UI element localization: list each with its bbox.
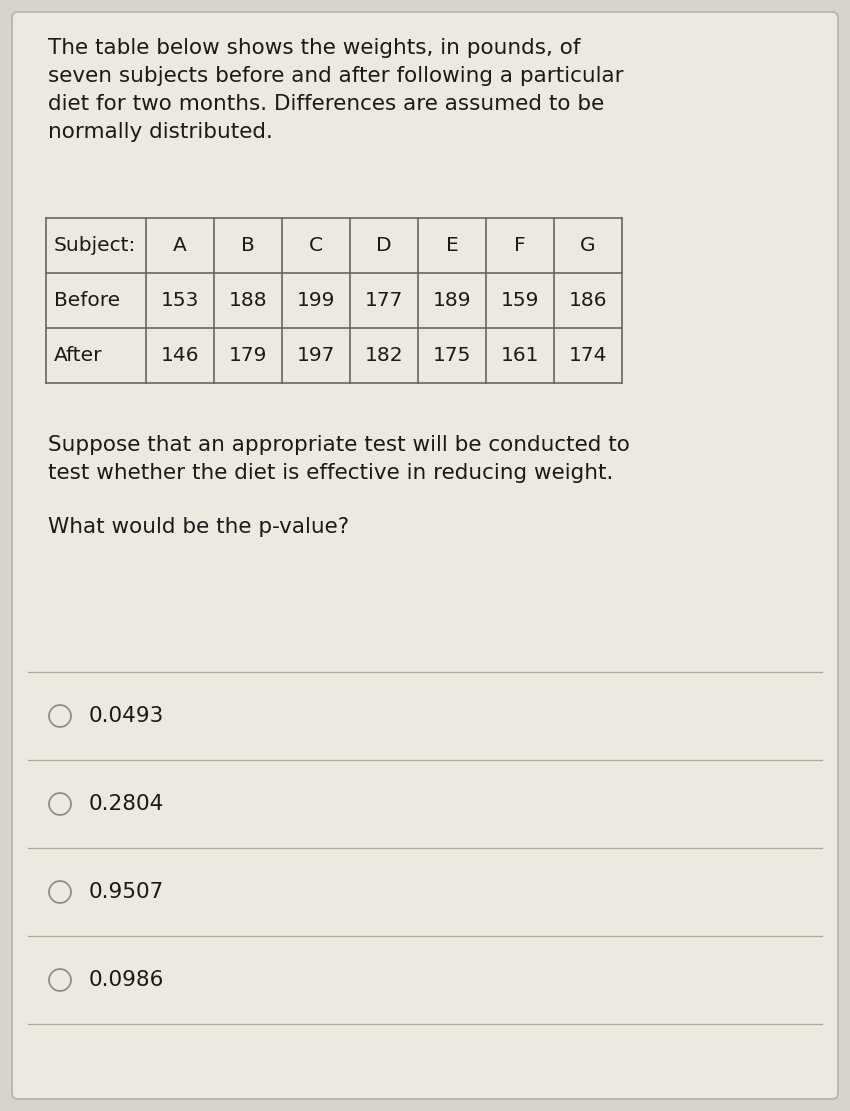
Text: 0.9507: 0.9507: [89, 882, 164, 902]
Text: 174: 174: [569, 346, 607, 366]
Text: 175: 175: [433, 346, 471, 366]
Text: D: D: [377, 236, 392, 256]
Text: The table below shows the weights, in pounds, of
seven subjects before and after: The table below shows the weights, in po…: [48, 38, 624, 142]
Text: B: B: [241, 236, 255, 256]
Text: 159: 159: [501, 291, 539, 310]
Text: C: C: [309, 236, 323, 256]
Text: Suppose that an appropriate test will be conducted to
test whether the diet is e: Suppose that an appropriate test will be…: [48, 436, 630, 483]
FancyBboxPatch shape: [12, 12, 838, 1099]
Text: What would be the p-value?: What would be the p-value?: [48, 517, 349, 537]
Text: 188: 188: [229, 291, 267, 310]
Text: Before: Before: [54, 291, 120, 310]
Text: Subject:: Subject:: [54, 236, 136, 256]
Text: 177: 177: [365, 291, 403, 310]
Text: A: A: [173, 236, 187, 256]
Text: 179: 179: [229, 346, 267, 366]
Text: 189: 189: [433, 291, 471, 310]
Text: 197: 197: [297, 346, 335, 366]
Text: 161: 161: [501, 346, 539, 366]
Text: 146: 146: [161, 346, 199, 366]
Text: 0.0493: 0.0493: [89, 705, 164, 725]
Text: 199: 199: [297, 291, 335, 310]
Text: G: G: [581, 236, 596, 256]
Text: After: After: [54, 346, 103, 366]
Text: 153: 153: [161, 291, 199, 310]
Text: 0.2804: 0.2804: [89, 794, 164, 814]
Text: E: E: [445, 236, 458, 256]
Text: F: F: [514, 236, 526, 256]
Text: 186: 186: [569, 291, 607, 310]
Text: 0.0986: 0.0986: [89, 970, 164, 990]
Text: 182: 182: [365, 346, 403, 366]
